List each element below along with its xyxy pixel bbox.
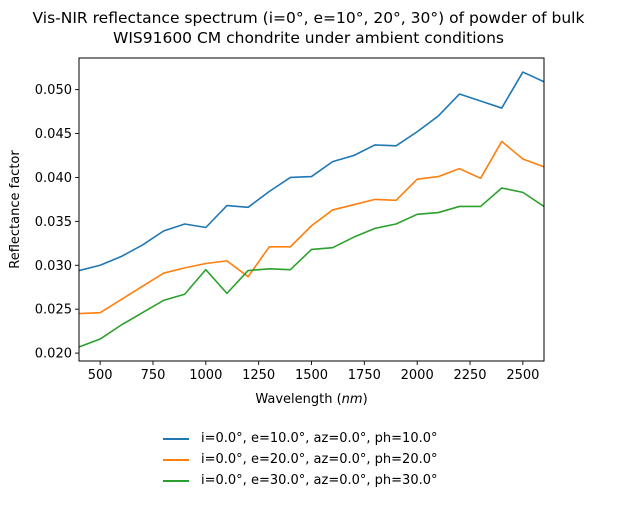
x-tick-label: 2250 (453, 368, 486, 383)
y-tick-label: 0.050 (35, 83, 72, 98)
x-tick-label: 2500 (506, 368, 539, 383)
chart-title-line-2: WIS91600 CM chondrite under ambient cond… (113, 29, 504, 47)
y-tick-label: 0.045 (35, 127, 72, 142)
x-tick-label: 500 (88, 368, 113, 383)
legend-label: i=0.0°, e=20.0°, az=0.0°, ph=20.0° (201, 452, 438, 467)
y-axis-label: Reflectance factor (8, 150, 23, 269)
legend: i=0.0°, e=10.0°, az=0.0°, ph=10.0° i=0.0… (163, 428, 438, 491)
y-axis-ticks: 0.020 0.025 0.030 0.035 0.040 0.045 0.050 (35, 83, 79, 362)
y-tick-label: 0.025 (35, 303, 72, 318)
x-tick-label: 1000 (189, 368, 222, 383)
legend-item: i=0.0°, e=10.0°, az=0.0°, ph=10.0° (163, 428, 438, 449)
legend-swatch (163, 437, 189, 440)
x-tick-label: 1250 (242, 368, 275, 383)
y-tick-label: 0.020 (35, 347, 72, 362)
series-line-1 (79, 71, 544, 272)
chart-title-line-1: Vis-NIR reflectance spectrum (i=0°, e=10… (32, 9, 585, 27)
legend-label: i=0.0°, e=10.0°, az=0.0°, ph=10.0° (201, 431, 438, 446)
series-line-2 (79, 140, 544, 315)
plot-frame (78, 57, 545, 362)
legend-item: i=0.0°, e=30.0°, az=0.0°, ph=30.0° (163, 470, 438, 491)
y-tick-label: 0.035 (35, 215, 72, 230)
legend-label: i=0.0°, e=30.0°, az=0.0°, ph=30.0° (201, 473, 438, 488)
x-axis-unit: nm (342, 392, 363, 407)
x-axis-ticks: 500 750 1000 1250 1500 1750 2000 2250 2500 (88, 361, 539, 383)
x-tick-label: 750 (141, 368, 166, 383)
y-tick-label: 0.040 (35, 171, 72, 186)
y-tick-label: 0.030 (35, 259, 72, 274)
x-axis-label-text: Wavelength (255, 392, 332, 407)
x-axis-label: Wavelength (nm) (255, 392, 367, 407)
x-tick-label: 1500 (295, 368, 328, 383)
series-line-3 (79, 187, 544, 348)
plot-lines (79, 71, 544, 348)
legend-swatch (163, 458, 189, 461)
x-tick-label: 2000 (401, 368, 434, 383)
legend-item: i=0.0°, e=20.0°, az=0.0°, ph=20.0° (163, 449, 438, 470)
legend-swatch (163, 479, 189, 482)
x-tick-label: 1750 (348, 368, 381, 383)
